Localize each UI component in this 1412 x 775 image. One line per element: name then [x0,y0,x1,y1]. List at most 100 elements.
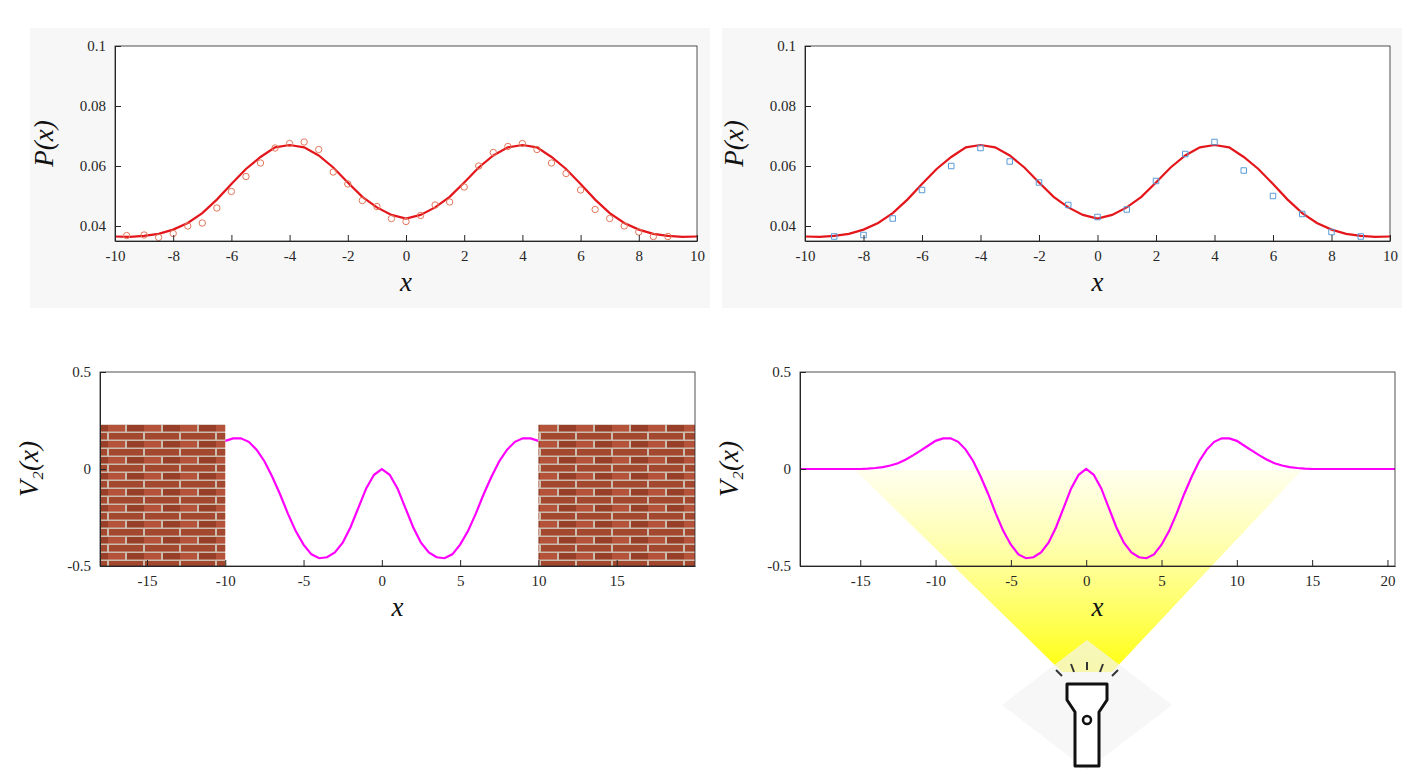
y-axis-title: V₂(x) [14,441,44,497]
y-tick: 0.5 [772,364,806,380]
x-axis-line [116,241,698,242]
x-tick: -2 [1033,235,1046,264]
x-tick-mark [922,235,923,241]
y-tick-label: 0.04 [80,218,107,234]
x-tick: 0 [403,235,411,264]
scatter-point [1153,178,1158,183]
x-tick-mark [1273,235,1274,241]
scatter-point [832,234,837,239]
x-tick: -2 [342,235,355,264]
flashlight-button [1083,716,1091,724]
scatter-point [185,223,191,229]
scatter-point [490,149,496,155]
x-tick-mark [147,560,148,566]
x-tick-label: -10 [926,573,946,589]
y-tick-mark [800,566,806,567]
x-tick-label: 0 [403,248,411,264]
x-axis-line [801,566,1396,567]
x-tick: 4 [1211,235,1219,264]
y-axis: 0.040.060.080.1 [80,38,121,241]
scatter-point [476,163,482,169]
brick-wall [538,424,695,566]
panel-background [30,28,710,308]
x-tick-mark [290,235,291,241]
x-tick-mark [864,235,865,241]
scatter-point [548,160,554,166]
scatter-point [257,160,263,166]
scatter-point [1212,139,1217,144]
x-tick-label: 2 [1153,248,1161,264]
x-tick: -15 [851,560,871,589]
x-tick-label: 6 [577,248,585,264]
x-tick: 6 [577,235,585,264]
scatter-point [1183,151,1188,156]
y-tick-label: -0.5 [767,558,791,574]
data-layer [225,438,538,558]
scatter-point [861,232,866,237]
scatter-point [123,232,129,238]
x-tick: -15 [137,560,157,589]
x-tick: 15 [610,560,625,589]
y-tick: 0.08 [770,98,811,114]
y-tick-label: -0.5 [67,558,91,574]
x-tick: 5 [1158,560,1166,589]
y-tick-label: 0.08 [770,98,796,114]
x-tick: 0 [1083,560,1091,589]
x-tick-label: 20 [1380,573,1395,589]
x-tick: 2 [1153,235,1161,264]
flashlight-glow [1002,640,1172,770]
x-tick-mark [225,560,226,566]
line-series [805,145,1390,237]
x-tick-label: 0 [379,573,387,589]
y-axis-line [805,47,806,242]
scatter-point [388,215,394,221]
y-tick: 0.1 [87,38,121,54]
x-tick: -10 [216,560,236,589]
x-tick: 10 [531,560,546,589]
x-tick-mark [1237,560,1238,566]
y-tick: 0 [84,461,107,477]
x-axis: -10-8-6-4-20246810 [106,235,706,264]
x-tick: -8 [858,235,871,264]
scatter-point [1300,211,1305,216]
x-tick: -5 [1005,560,1018,589]
flashlight-ray [1112,670,1118,676]
x-tick-mark [1098,235,1099,241]
scatter-point [1241,168,1246,173]
x-tick-mark [639,235,640,241]
scatter-point [345,181,351,187]
x-tick-mark [382,560,383,566]
scatter-point [636,229,642,235]
scatter-point [359,197,365,203]
y-tick: 0.5 [72,364,106,380]
x-tick-mark [231,235,232,241]
panel: -10-8-6-4-202468100.040.060.080.1xP(x) [29,28,710,308]
y-tick-label: 0.06 [770,158,797,174]
x-tick: 0 [379,560,387,589]
x-tick-label: -6 [226,248,239,264]
x-axis-line [806,241,1391,242]
x-tick-label: 10 [531,573,546,589]
panel: -10-8-6-4-202468100.040.060.080.1xP(x) [719,28,1402,308]
flashlight-ray [1086,662,1088,670]
y-tick-mark [805,226,811,227]
x-axis-line [101,566,696,567]
x-tick-mark [522,235,523,241]
x-tick-label: -2 [1033,248,1046,264]
panel: -15-10-5051015-0.500.5xV₂(x) [14,364,696,622]
x-tick-mark [1215,235,1216,241]
plot-frame [115,46,697,241]
x-axis-title: x [399,267,412,297]
flashlight-body [1067,684,1107,766]
x-tick-label: 0 [1083,573,1091,589]
scatter-point [461,184,467,190]
y-tick-mark [805,166,811,167]
scatter-point [214,205,220,211]
scatter-point [978,145,983,150]
y-tick-mark [115,106,121,107]
y-tick-label: 0.5 [772,364,791,380]
scatter-point [949,163,954,168]
scatter-point [243,173,249,179]
y-tick-mark [115,226,121,227]
x-axis: -15-10-505101520 [801,560,1396,589]
